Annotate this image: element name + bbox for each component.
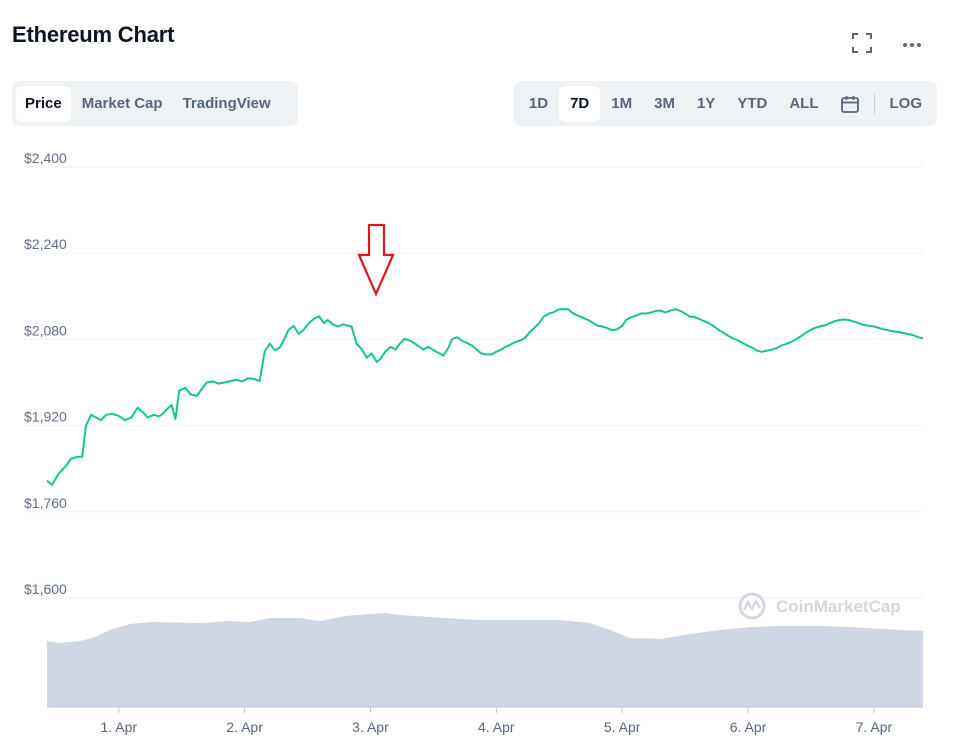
range-1m[interactable]: 1M <box>611 94 633 112</box>
calendar-icon[interactable] <box>830 86 870 122</box>
time-range-tabs: 1D 7D 1M 3M 1Y YTD ALL LOG <box>513 81 937 126</box>
y-tick-label: $2,240 <box>24 236 67 252</box>
watermark-text: CoinMarketCap <box>776 597 901 616</box>
annotation-down-arrow <box>357 223 395 297</box>
x-tick-label: 6. Apr <box>730 719 767 735</box>
y-tick-label: $1,600 <box>24 581 67 597</box>
price-line-series <box>46 308 924 486</box>
range-7d[interactable]: 7D <box>559 85 601 122</box>
x-tick-label: 3. Apr <box>352 719 389 735</box>
range-1d[interactable]: 1D <box>528 94 549 112</box>
x-tick-label: 5. Apr <box>604 719 641 735</box>
chart-type-tabs: Price Market Cap TradingView <box>12 81 298 126</box>
range-1y[interactable]: 1Y <box>696 94 716 112</box>
page-title: Ethereum Chart <box>12 22 175 47</box>
range-ytd[interactable]: YTD <box>737 94 768 112</box>
log-scale-toggle[interactable]: LOG <box>889 94 923 112</box>
x-tick-label: 4. Apr <box>478 719 515 735</box>
x-tick-label: 1. Apr <box>100 719 137 735</box>
y-tick-label: $2,080 <box>24 322 67 338</box>
y-tick-label: $1,760 <box>24 495 67 511</box>
fullscreen-icon[interactable] <box>849 30 875 56</box>
more-horizontal-icon[interactable] <box>899 30 925 56</box>
divider <box>873 93 875 114</box>
coinmarketcap-watermark-logo <box>738 592 766 620</box>
volume-area <box>47 613 923 707</box>
tab-market-cap[interactable]: Market Cap <box>81 94 163 112</box>
x-tick-label: 7. Apr <box>856 719 893 735</box>
y-tick-label: $2,400 <box>24 150 67 166</box>
x-tick-label: 2. Apr <box>226 719 263 735</box>
range-all[interactable]: ALL <box>789 94 819 112</box>
y-tick-label: $1,920 <box>24 409 67 425</box>
tab-tradingview[interactable]: TradingView <box>182 94 271 112</box>
range-3m[interactable]: 3M <box>654 94 675 112</box>
tab-price[interactable]: Price <box>16 85 71 122</box>
